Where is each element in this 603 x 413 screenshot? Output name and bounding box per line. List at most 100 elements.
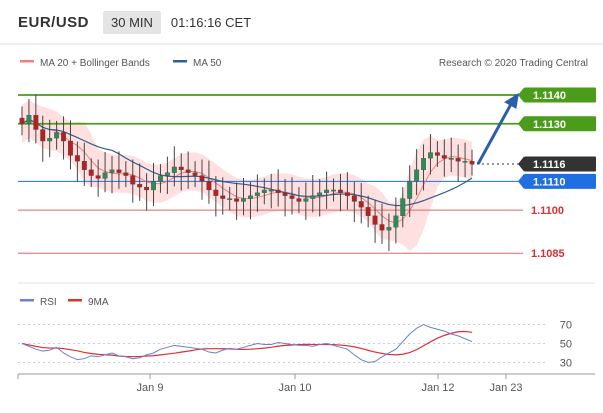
rsi-legend-swatch [20, 299, 34, 302]
candle-body [407, 181, 413, 199]
candle-body [220, 195, 226, 199]
candle-body [158, 175, 163, 182]
candle-body [324, 189, 330, 193]
candle [109, 156, 115, 194]
forecast-arrow-head [504, 93, 519, 109]
candle-body [178, 166, 184, 170]
ma9-legend-swatch [68, 299, 82, 302]
candle [33, 94, 39, 144]
candle [171, 146, 177, 187]
candle [351, 181, 357, 223]
timeframe-selector[interactable]: 30 MIN [103, 10, 161, 34]
candle [144, 173, 150, 211]
rsi-plot: 70 50 30 [18, 320, 572, 370]
candle [220, 177, 226, 215]
candle-body [54, 132, 60, 139]
candle-body [137, 184, 143, 188]
candle [130, 159, 136, 203]
rsi-tick-label: 50 [560, 339, 572, 351]
rsi-line [21, 323, 473, 364]
level-tag-1.1140 [524, 87, 596, 103]
candle [54, 120, 60, 150]
candle-body [379, 224, 385, 231]
candle [455, 144, 461, 182]
candle [40, 115, 46, 162]
candle-body [344, 192, 350, 196]
candle-body [227, 198, 233, 200]
candle-body [68, 140, 73, 156]
ma9-legend-label: 9MA [88, 297, 109, 308]
candle-body [151, 181, 156, 191]
candle [289, 177, 295, 215]
candle-body [365, 207, 371, 216]
level-label-1.1085: 1.1085 [531, 248, 565, 260]
level-label-1.1100: 1.1100 [531, 205, 564, 217]
credit-label: Research © 2020 Trading Central [439, 58, 588, 69]
candle-body [268, 189, 274, 192]
candle [61, 116, 66, 160]
candle [268, 173, 274, 209]
chart-header: EUR/USD 30 MIN 01:16:16 CET [0, 0, 603, 44]
candle [303, 182, 309, 220]
level-label-1.1116: 1.1116 [533, 159, 565, 171]
candle-body [192, 172, 198, 176]
candle [365, 195, 371, 228]
ma50-legend-swatch [173, 60, 187, 63]
candle-body [261, 189, 267, 193]
candle-body [400, 198, 406, 216]
candle [95, 159, 101, 197]
candle [338, 173, 343, 212]
candle [407, 165, 413, 217]
candle-body [414, 169, 420, 182]
ma50-legend-label: MA 50 [193, 58, 222, 69]
candle-body [351, 195, 357, 202]
candle [358, 183, 364, 224]
candle-body [469, 161, 475, 165]
timestamp: 01:16:16 CET [170, 14, 252, 30]
main-plot: 1.1140 1.1130 1.1116 1.1110 1.1100 1.1085 [18, 87, 596, 260]
candle [414, 149, 420, 196]
candle [282, 179, 288, 217]
candle [428, 134, 433, 175]
candle-body [88, 169, 94, 176]
level-label-1.1130: 1.1130 [533, 119, 566, 131]
candle [324, 171, 330, 209]
candle-body [296, 198, 302, 202]
candle-body [248, 195, 253, 199]
candle-body [441, 155, 447, 159]
candle-body [338, 189, 343, 193]
rsi-tick-label: 30 [560, 358, 572, 370]
candle [469, 149, 475, 176]
candle [227, 187, 233, 211]
candle [261, 178, 267, 205]
candle-body [144, 186, 150, 191]
candle [310, 174, 316, 213]
candle-body [358, 201, 364, 208]
candle-body [303, 198, 309, 202]
candle [434, 141, 440, 167]
candle [47, 119, 53, 158]
candle-body [428, 152, 433, 159]
candle [379, 203, 385, 245]
candle-body [33, 115, 39, 130]
candle [393, 197, 399, 244]
candle-body [282, 192, 288, 196]
candle [213, 176, 219, 217]
level-tag-pointer-1.1130 [518, 116, 524, 132]
candle-body [102, 172, 108, 179]
candle [421, 144, 426, 191]
time-tick-label: Jan 9 [137, 382, 164, 394]
candle [178, 153, 184, 191]
candle-body [74, 155, 80, 162]
candle-body [241, 198, 246, 202]
time-tick-label: Jan 12 [421, 382, 454, 394]
candle [68, 120, 73, 170]
ma50-line [21, 118, 473, 207]
candle [102, 151, 108, 193]
candle [74, 141, 80, 182]
level-label-1.1140: 1.1140 [533, 90, 566, 102]
candle [248, 181, 253, 220]
candle-body [199, 175, 205, 182]
candle-body [310, 195, 316, 199]
